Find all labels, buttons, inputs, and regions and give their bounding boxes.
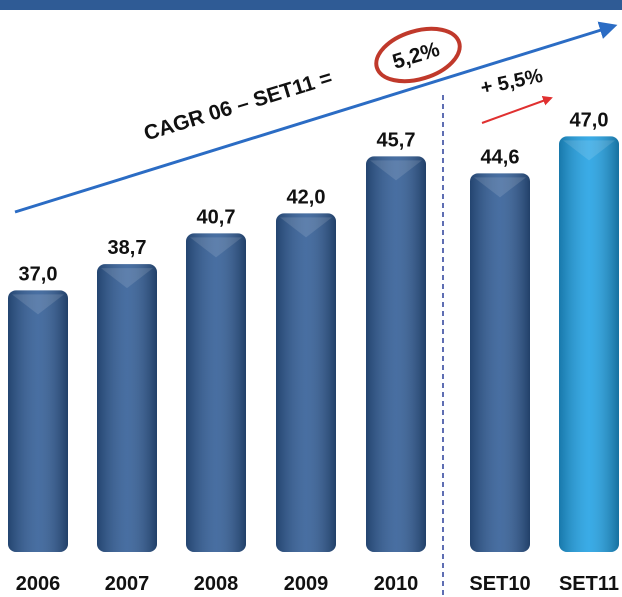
bar (470, 173, 530, 553)
value-label: 37,0 (19, 263, 58, 285)
value-label: 47,0 (570, 109, 609, 131)
bar-bevel (101, 268, 153, 289)
bar (186, 233, 246, 552)
value-label: 38,7 (108, 237, 147, 259)
highlight-ring (374, 26, 462, 84)
growth-arrow (481, 96, 553, 124)
x-tick-label: SET10 (469, 573, 530, 595)
bar (97, 264, 157, 552)
bar (8, 290, 68, 552)
x-tick-label: SET11 (559, 573, 619, 595)
value-label: 42,0 (287, 186, 326, 208)
bar-bevel (563, 140, 615, 161)
x-tick-label: 2009 (284, 573, 329, 595)
trend-arrow (14, 21, 618, 214)
top-band (0, 0, 622, 10)
growth-label: + 5,5% (479, 65, 545, 100)
bar (276, 213, 336, 552)
bar-bevel (12, 294, 64, 315)
value-label: 45,7 (377, 129, 416, 151)
bar (559, 136, 619, 552)
cagr-label: CAGR 06 – SET11 = (141, 66, 335, 145)
bar-bevel (370, 160, 422, 181)
cagr-value: 5,2% (390, 38, 443, 74)
x-tick-label: 2006 (16, 573, 61, 595)
bar (366, 156, 426, 552)
x-tick-label: 2007 (105, 573, 150, 595)
x-tick-label: 2010 (374, 573, 419, 595)
bar-bevel (190, 237, 242, 258)
bar-bevel (280, 217, 332, 238)
bar-bevel (474, 177, 526, 198)
value-label: 44,6 (481, 146, 520, 168)
x-tick-label: 2008 (194, 573, 239, 595)
value-label: 40,7 (197, 206, 236, 228)
